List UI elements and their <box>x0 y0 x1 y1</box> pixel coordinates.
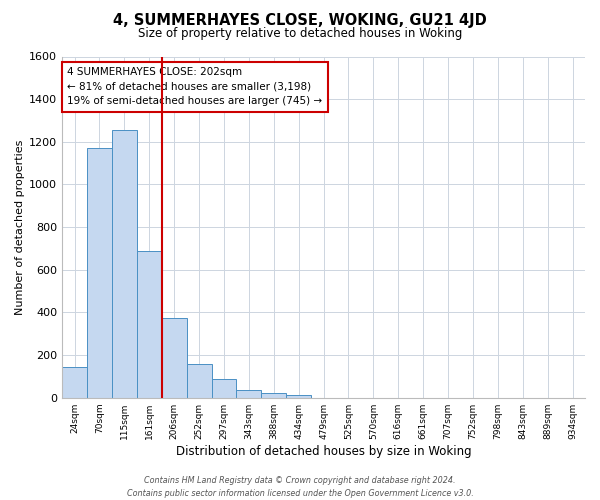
Bar <box>286 394 311 398</box>
Bar <box>187 364 212 398</box>
Bar <box>87 148 112 398</box>
Text: 4 SUMMERHAYES CLOSE: 202sqm
← 81% of detached houses are smaller (3,198)
19% of : 4 SUMMERHAYES CLOSE: 202sqm ← 81% of det… <box>67 66 323 106</box>
Y-axis label: Number of detached properties: Number of detached properties <box>15 140 25 315</box>
Text: Contains HM Land Registry data © Crown copyright and database right 2024.
Contai: Contains HM Land Registry data © Crown c… <box>127 476 473 498</box>
Bar <box>212 378 236 398</box>
Text: 4, SUMMERHAYES CLOSE, WOKING, GU21 4JD: 4, SUMMERHAYES CLOSE, WOKING, GU21 4JD <box>113 12 487 28</box>
X-axis label: Distribution of detached houses by size in Woking: Distribution of detached houses by size … <box>176 444 472 458</box>
Bar <box>262 394 286 398</box>
Bar <box>137 250 162 398</box>
Text: Size of property relative to detached houses in Woking: Size of property relative to detached ho… <box>138 28 462 40</box>
Bar <box>162 318 187 398</box>
Bar <box>236 390 262 398</box>
Bar <box>62 367 87 398</box>
Bar <box>112 130 137 398</box>
